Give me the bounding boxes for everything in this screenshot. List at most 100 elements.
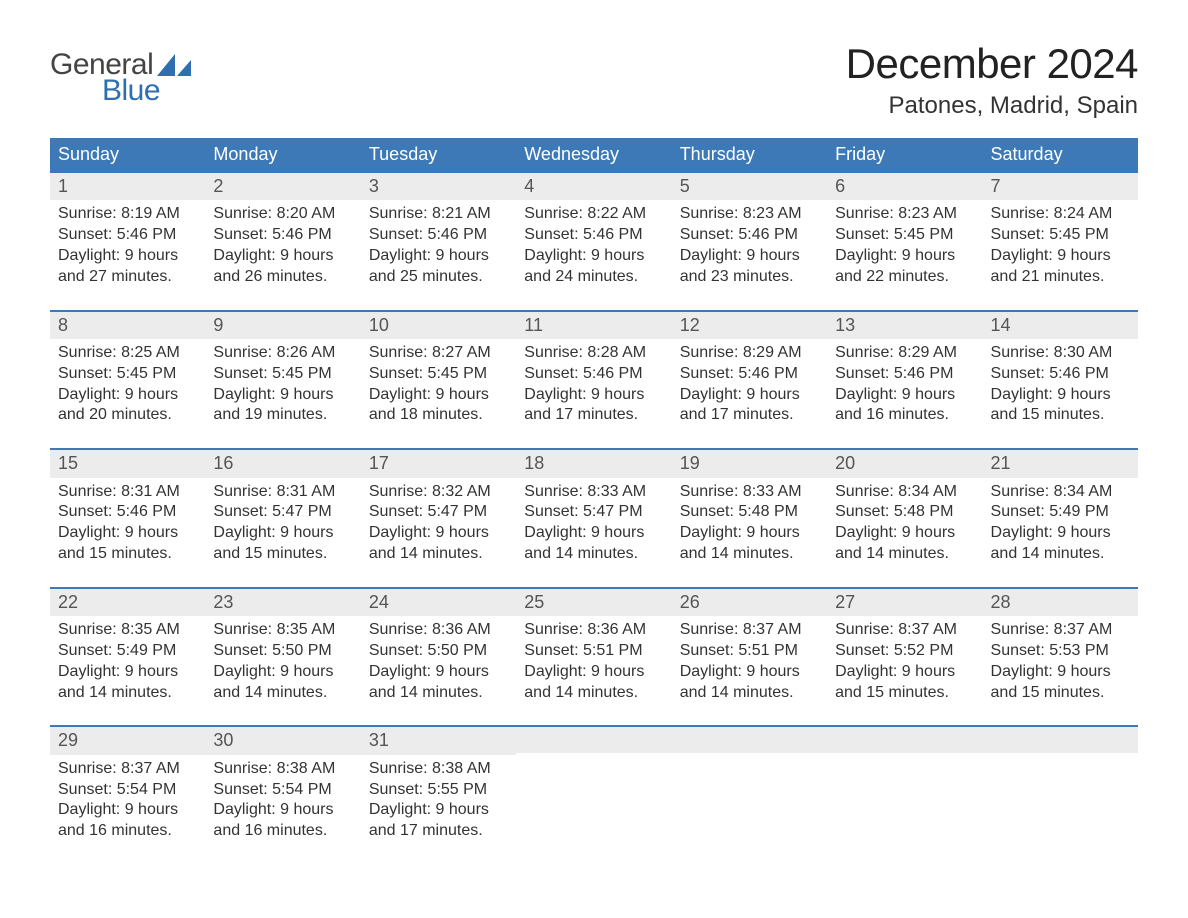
sunset-text: Sunset: 5:45 PM [213, 364, 352, 385]
sunrise-text: Sunrise: 8:33 AM [524, 482, 663, 503]
day-body: Sunrise: 8:32 AMSunset: 5:47 PMDaylight:… [361, 478, 516, 565]
day-body: Sunrise: 8:29 AMSunset: 5:46 PMDaylight:… [672, 339, 827, 426]
daylight-text-2: and 14 minutes. [524, 683, 663, 704]
sunrise-text: Sunrise: 8:29 AM [835, 343, 974, 364]
daylight-text-2: and 16 minutes. [213, 821, 352, 842]
daylight-text-2: and 15 minutes. [213, 544, 352, 565]
sunrise-text: Sunrise: 8:36 AM [524, 620, 663, 641]
day-number: 16 [205, 450, 360, 477]
sunset-text: Sunset: 5:52 PM [835, 641, 974, 662]
sunset-text: Sunset: 5:46 PM [991, 364, 1130, 385]
calendar-day-cell: 30Sunrise: 8:38 AMSunset: 5:54 PMDayligh… [205, 726, 360, 864]
day-body: Sunrise: 8:21 AMSunset: 5:46 PMDaylight:… [361, 200, 516, 287]
sunset-text: Sunset: 5:50 PM [213, 641, 352, 662]
day-body: Sunrise: 8:24 AMSunset: 5:45 PMDaylight:… [983, 200, 1138, 287]
sunrise-text: Sunrise: 8:30 AM [991, 343, 1130, 364]
day-body: Sunrise: 8:29 AMSunset: 5:46 PMDaylight:… [827, 339, 982, 426]
day-body: Sunrise: 8:38 AMSunset: 5:54 PMDaylight:… [205, 755, 360, 842]
day-number: 19 [672, 450, 827, 477]
day-body: Sunrise: 8:30 AMSunset: 5:46 PMDaylight:… [983, 339, 1138, 426]
day-number: 4 [516, 173, 671, 200]
day-number: 11 [516, 312, 671, 339]
day-body: Sunrise: 8:34 AMSunset: 5:49 PMDaylight:… [983, 478, 1138, 565]
day-number: 1 [50, 173, 205, 200]
daylight-text-1: Daylight: 9 hours [58, 385, 197, 406]
sunrise-text: Sunrise: 8:38 AM [213, 759, 352, 780]
daylight-text-1: Daylight: 9 hours [835, 662, 974, 683]
sunset-text: Sunset: 5:47 PM [524, 502, 663, 523]
calendar-day-cell: 22Sunrise: 8:35 AMSunset: 5:49 PMDayligh… [50, 588, 205, 727]
daylight-text-2: and 16 minutes. [58, 821, 197, 842]
sunrise-text: Sunrise: 8:23 AM [680, 204, 819, 225]
day-body: Sunrise: 8:26 AMSunset: 5:45 PMDaylight:… [205, 339, 360, 426]
daylight-text-1: Daylight: 9 hours [213, 662, 352, 683]
day-number: 10 [361, 312, 516, 339]
sunset-text: Sunset: 5:55 PM [369, 780, 508, 801]
month-title: December 2024 [846, 40, 1138, 88]
daylight-text-2: and 27 minutes. [58, 267, 197, 288]
daylight-text-1: Daylight: 9 hours [991, 385, 1130, 406]
daylight-text-2: and 18 minutes. [369, 405, 508, 426]
daylight-text-1: Daylight: 9 hours [680, 246, 819, 267]
sunset-text: Sunset: 5:46 PM [213, 225, 352, 246]
day-number: 22 [50, 589, 205, 616]
sunrise-text: Sunrise: 8:35 AM [58, 620, 197, 641]
daylight-text-1: Daylight: 9 hours [835, 385, 974, 406]
weekday-header: Thursday [672, 138, 827, 172]
daylight-text-2: and 14 minutes. [991, 544, 1130, 565]
daylight-text-1: Daylight: 9 hours [369, 800, 508, 821]
weekday-header: Friday [827, 138, 982, 172]
day-number: 28 [983, 589, 1138, 616]
daylight-text-1: Daylight: 9 hours [524, 523, 663, 544]
sunset-text: Sunset: 5:46 PM [369, 225, 508, 246]
sunrise-text: Sunrise: 8:36 AM [369, 620, 508, 641]
calendar-day-cell: 27Sunrise: 8:37 AMSunset: 5:52 PMDayligh… [827, 588, 982, 727]
sunset-text: Sunset: 5:46 PM [524, 364, 663, 385]
day-body: Sunrise: 8:37 AMSunset: 5:52 PMDaylight:… [827, 616, 982, 703]
logo: General Blue [50, 40, 191, 106]
daylight-text-2: and 14 minutes. [213, 683, 352, 704]
daylight-text-1: Daylight: 9 hours [835, 523, 974, 544]
daylight-text-1: Daylight: 9 hours [524, 662, 663, 683]
daylight-text-2: and 22 minutes. [835, 267, 974, 288]
calendar-day-cell [983, 726, 1138, 864]
sunrise-text: Sunrise: 8:19 AM [58, 204, 197, 225]
day-body: Sunrise: 8:33 AMSunset: 5:48 PMDaylight:… [672, 478, 827, 565]
daylight-text-1: Daylight: 9 hours [991, 523, 1130, 544]
calendar-day-cell [672, 726, 827, 864]
sunset-text: Sunset: 5:49 PM [991, 502, 1130, 523]
daylight-text-2: and 20 minutes. [58, 405, 197, 426]
day-number: 26 [672, 589, 827, 616]
sunrise-text: Sunrise: 8:21 AM [369, 204, 508, 225]
sunrise-text: Sunrise: 8:32 AM [369, 482, 508, 503]
daylight-text-1: Daylight: 9 hours [524, 246, 663, 267]
day-number: 25 [516, 589, 671, 616]
day-body: Sunrise: 8:23 AMSunset: 5:45 PMDaylight:… [827, 200, 982, 287]
sunrise-text: Sunrise: 8:37 AM [58, 759, 197, 780]
calendar-day-cell: 4Sunrise: 8:22 AMSunset: 5:46 PMDaylight… [516, 172, 671, 311]
daylight-text-1: Daylight: 9 hours [991, 246, 1130, 267]
location: Patones, Madrid, Spain [846, 92, 1138, 120]
daylight-text-2: and 24 minutes. [524, 267, 663, 288]
weekday-header: Tuesday [361, 138, 516, 172]
calendar-day-cell: 15Sunrise: 8:31 AMSunset: 5:46 PMDayligh… [50, 449, 205, 588]
weekday-header: Wednesday [516, 138, 671, 172]
day-body: Sunrise: 8:19 AMSunset: 5:46 PMDaylight:… [50, 200, 205, 287]
day-number: 24 [361, 589, 516, 616]
daylight-text-2: and 21 minutes. [991, 267, 1130, 288]
day-number: 23 [205, 589, 360, 616]
sunrise-text: Sunrise: 8:28 AM [524, 343, 663, 364]
calendar-day-cell: 25Sunrise: 8:36 AMSunset: 5:51 PMDayligh… [516, 588, 671, 727]
daylight-text-1: Daylight: 9 hours [58, 246, 197, 267]
day-number: 31 [361, 727, 516, 754]
calendar-day-cell: 1Sunrise: 8:19 AMSunset: 5:46 PMDaylight… [50, 172, 205, 311]
daylight-text-1: Daylight: 9 hours [835, 246, 974, 267]
daylight-text-2: and 25 minutes. [369, 267, 508, 288]
daylight-text-2: and 17 minutes. [369, 821, 508, 842]
daylight-text-1: Daylight: 9 hours [524, 385, 663, 406]
calendar-day-cell: 7Sunrise: 8:24 AMSunset: 5:45 PMDaylight… [983, 172, 1138, 311]
sunset-text: Sunset: 5:54 PM [213, 780, 352, 801]
day-number: 14 [983, 312, 1138, 339]
sunset-text: Sunset: 5:45 PM [369, 364, 508, 385]
empty-day [983, 727, 1138, 753]
